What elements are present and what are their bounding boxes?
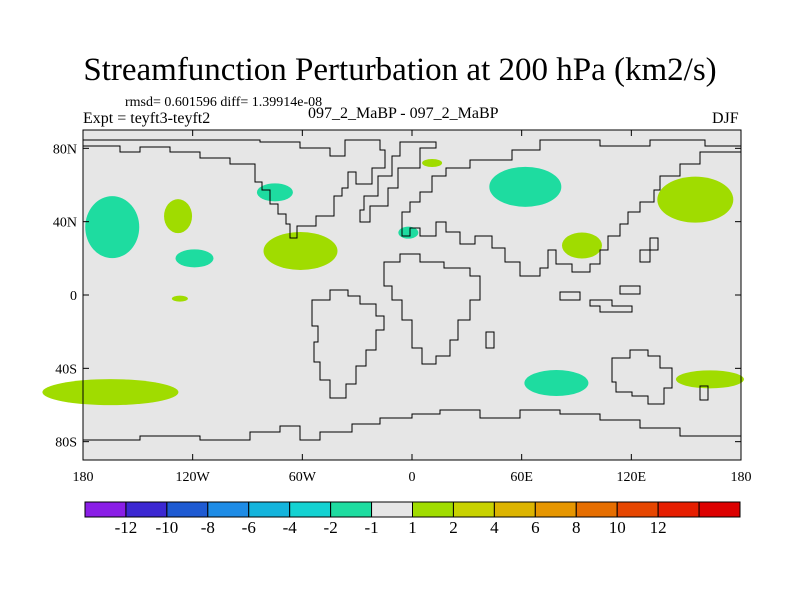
lon-tick-label: 120W bbox=[176, 470, 211, 485]
colorbar-label: 12 bbox=[650, 518, 667, 537]
anomaly-region bbox=[422, 159, 443, 167]
colorbar-label: -8 bbox=[201, 518, 215, 537]
coastline-antarctica bbox=[83, 409, 741, 441]
map-plot-area bbox=[83, 130, 741, 460]
coastline-australia bbox=[611, 349, 673, 405]
lat-tick-label: 0 bbox=[70, 289, 77, 304]
colorbar-swatch bbox=[330, 501, 373, 518]
case-label: 097_2_MaBP - 097_2_MaBP bbox=[308, 105, 499, 122]
coastline-japan bbox=[639, 237, 659, 263]
colorbar-label: 10 bbox=[609, 518, 626, 537]
anomaly-region bbox=[524, 370, 589, 396]
colorbar-label: 8 bbox=[572, 518, 581, 537]
lon-tick-label: 60E bbox=[510, 470, 533, 485]
colorbar-label: -4 bbox=[283, 518, 298, 537]
coastline-north-america bbox=[83, 139, 386, 239]
plot-title: Streamfunction Perturbation at 200 hPa (… bbox=[83, 52, 717, 88]
colorbar-label: -6 bbox=[242, 518, 256, 537]
colorbar-swatch bbox=[248, 501, 291, 518]
lon-tick-label: 180 bbox=[731, 470, 752, 485]
colorbar-swatch bbox=[125, 501, 168, 518]
colorbar-label: 2 bbox=[449, 518, 458, 537]
lat-tick-label: 40N bbox=[53, 216, 77, 231]
lon-tick-label: 60W bbox=[289, 470, 317, 485]
colorbar-label: 4 bbox=[490, 518, 499, 537]
anomaly-region bbox=[256, 183, 293, 202]
anomaly-region bbox=[164, 199, 193, 234]
colorbar-swatch bbox=[166, 501, 209, 518]
coastline-new-zealand bbox=[699, 385, 709, 401]
anomaly-region bbox=[489, 166, 562, 207]
experiment-label: Expt = teyft3-teyft2 bbox=[83, 110, 211, 127]
anomaly-regions bbox=[42, 159, 744, 406]
colorbar-label: -12 bbox=[115, 518, 138, 537]
anomaly-region bbox=[263, 232, 338, 270]
colorbar-swatch bbox=[534, 501, 577, 518]
season-label: DJF bbox=[712, 110, 739, 127]
colorbar-swatch bbox=[575, 501, 618, 518]
colorbar-swatch bbox=[412, 501, 454, 518]
longitude-axis: 180 120W 60W 0 60E 120E 180 bbox=[73, 130, 752, 485]
anomaly-region bbox=[42, 379, 179, 406]
anomaly-region bbox=[171, 295, 188, 302]
anomaly-region bbox=[85, 196, 140, 259]
coastline-indonesia bbox=[559, 285, 641, 313]
rmsd-diff-stats: rmsd= 0.601596 diff= 1.39914e-08 bbox=[125, 95, 323, 110]
lon-tick-label: 180 bbox=[73, 470, 94, 485]
colorbar-swatch bbox=[371, 501, 413, 518]
anomaly-region bbox=[675, 370, 744, 389]
colorbar-swatch bbox=[616, 501, 659, 518]
lat-tick-label: 80N bbox=[53, 142, 77, 157]
colorbar-swatch bbox=[452, 501, 495, 518]
lat-tick-label: 40S bbox=[55, 362, 77, 377]
map-background bbox=[83, 130, 741, 460]
colorbar-label: -1 bbox=[364, 518, 378, 537]
colorbar-swatch bbox=[289, 501, 332, 518]
colorbar-label: -10 bbox=[156, 518, 179, 537]
colorbar-label: 6 bbox=[531, 518, 540, 537]
colorbar-swatch bbox=[698, 501, 741, 518]
anomaly-region bbox=[175, 249, 214, 268]
coastline-madagascar bbox=[485, 331, 495, 349]
colorbar-label: 1 bbox=[408, 518, 417, 537]
lon-tick-label: 120E bbox=[617, 470, 647, 485]
colorbar-swatch bbox=[657, 501, 700, 518]
colorbar-label: -2 bbox=[324, 518, 338, 537]
coastlines bbox=[83, 139, 742, 441]
colorbar-swatch bbox=[493, 501, 536, 518]
anomaly-region bbox=[561, 232, 602, 259]
coastline-south-america bbox=[311, 289, 385, 399]
colorbar-swatch bbox=[84, 501, 127, 518]
colorbar-swatch bbox=[207, 501, 250, 518]
lon-tick-label: 0 bbox=[409, 470, 416, 485]
colorbar: -12 -10 -8 -6 -4 -2 -1 1 2 4 6 8 10 12 bbox=[84, 501, 741, 537]
lat-tick-label: 80S bbox=[55, 436, 77, 451]
coastline-africa bbox=[383, 253, 481, 365]
coastline-north-america-2 bbox=[359, 141, 437, 223]
coastline-eurasia bbox=[401, 139, 742, 277]
anomaly-region bbox=[657, 176, 734, 223]
latitude-axis: 80N 40N 0 40S 80S bbox=[53, 142, 741, 451]
